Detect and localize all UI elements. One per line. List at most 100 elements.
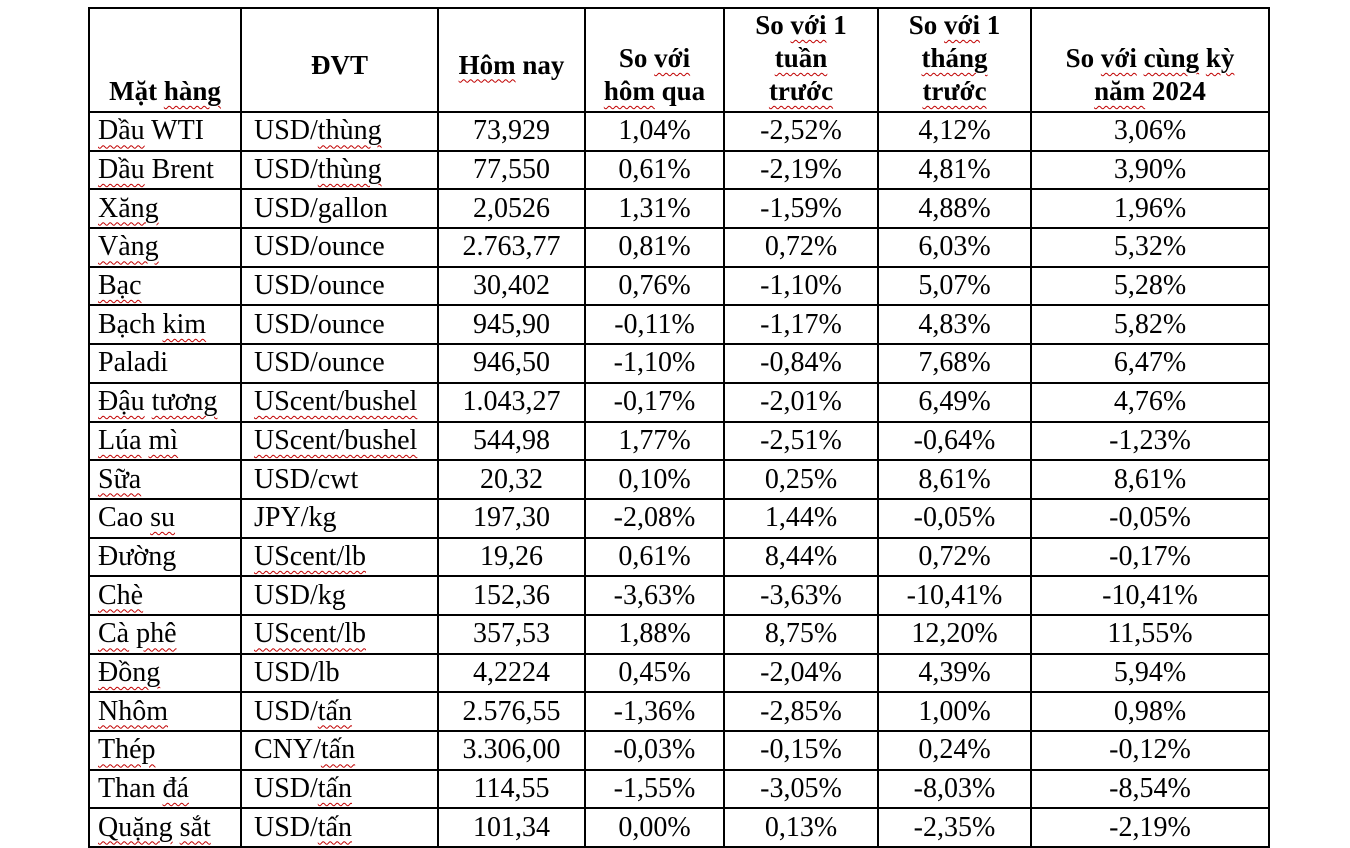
plain-text: USD/ bbox=[254, 695, 318, 727]
squiggle-text: với bbox=[790, 10, 827, 40]
squiggle-text: tấn bbox=[317, 811, 353, 843]
plain-text: 1 bbox=[979, 10, 1001, 40]
cell-vs-week-ago: 1,44% bbox=[723, 497, 879, 539]
plain-text: Đường bbox=[98, 540, 177, 572]
squiggle-text: cùng bbox=[1143, 43, 1200, 73]
squiggle-text: hôm bbox=[603, 76, 655, 106]
cell-today: 101,34 bbox=[437, 807, 586, 848]
cell-vs-month-ago: 5,07% bbox=[877, 265, 1032, 307]
cell-vs-yesterday: -0,17% bbox=[584, 381, 725, 423]
cell-vs-week-ago: -2,19% bbox=[723, 149, 879, 191]
cell-commodity-name: Vàng bbox=[88, 227, 242, 268]
cell-vs-month-ago: -0,64% bbox=[877, 420, 1032, 462]
table-row: Dầu WTI USD/thùng 73,929 1,04% -2,52% 4,12% 3,… bbox=[88, 111, 1270, 152]
cell-commodity-name: Paladi bbox=[88, 343, 242, 384]
table-row: Paladi USD/ounce 946,50 -1,10% -0,84% 7,68% 6,… bbox=[88, 343, 1270, 384]
cell-commodity-name: Dầu WTI bbox=[88, 111, 242, 152]
plain-text: nay bbox=[515, 49, 565, 80]
cell-unit: USD/kg bbox=[240, 575, 439, 616]
squiggle-text: tấn bbox=[317, 695, 353, 727]
cell-vs-month-ago: 4,83% bbox=[877, 304, 1032, 346]
column-header-so-voi-1-thang-truoc: So với 1 tháng trước bbox=[877, 7, 1032, 113]
cell-commodity-name: Sữa bbox=[88, 459, 242, 500]
column-header-so-voi-1-tuan-truoc: So với 1 tuần trước bbox=[723, 7, 879, 113]
cell-commodity-name: Đường bbox=[88, 536, 242, 578]
column-header-dvt: ĐVT bbox=[240, 7, 439, 113]
table-row: Than đá USD/tấn 114,55 -1,55% -3,05% -8,03% -8… bbox=[88, 768, 1270, 810]
squiggle-text: mì bbox=[148, 424, 179, 456]
cell-today: 73,929 bbox=[437, 111, 586, 152]
squiggle-text: đá bbox=[162, 773, 189, 805]
cell-unit: USD/ounce bbox=[240, 343, 439, 384]
cell-vs-month-ago: -10,41% bbox=[877, 575, 1032, 616]
plain-text: So bbox=[755, 10, 791, 40]
cell-unit: USD/thùng bbox=[240, 111, 439, 152]
cell-commodity-name: Nhôm bbox=[88, 691, 242, 732]
cell-today: 357,53 bbox=[437, 613, 586, 655]
cell-today: 1.043,27 bbox=[437, 381, 586, 423]
cell-vs-week-ago: -3,05% bbox=[723, 768, 879, 810]
cell-vs-yesterday: 1,88% bbox=[584, 613, 725, 655]
cell-today: 2.576,55 bbox=[437, 691, 586, 732]
plain-text: Than bbox=[98, 773, 163, 805]
cell-vs-2024: 3,06% bbox=[1030, 111, 1270, 152]
cell-vs-week-ago: 0,25% bbox=[723, 459, 879, 500]
cell-commodity-name: Cao su bbox=[88, 497, 242, 539]
cell-unit: USD/tấn bbox=[240, 807, 439, 848]
cell-today: 4,2224 bbox=[437, 652, 586, 694]
squiggle-text: UScent/lb bbox=[254, 540, 366, 572]
cell-today: 946,50 bbox=[437, 343, 586, 384]
cell-vs-month-ago: 7,68% bbox=[877, 343, 1032, 384]
cell-unit: USD/gallon bbox=[240, 188, 439, 230]
table-row: Bạc USD/ounce 30,402 0,76% -1,10% 5,07% 5,28% bbox=[88, 265, 1270, 307]
plain-text: Cao bbox=[98, 502, 151, 534]
cell-vs-week-ago: 0,72% bbox=[723, 227, 879, 268]
table-row: Cà phê UScent/lb 357,53 1,88% 8,75% 12,20% 11,… bbox=[88, 613, 1270, 655]
table-row: Đồng USD/lb 4,2224 0,45% -2,04% 4,39% 5,94% bbox=[88, 652, 1270, 694]
cell-vs-2024: 5,28% bbox=[1030, 265, 1270, 307]
cell-vs-yesterday: -2,08% bbox=[584, 497, 725, 539]
squiggle-text: UScent/bushel bbox=[254, 386, 418, 418]
table-row: Lúa mì UScent/bushel 544,98 1,77% -2,51% -0,6… bbox=[88, 420, 1270, 462]
cell-today: 3.306,00 bbox=[437, 730, 586, 771]
cell-vs-month-ago: 1,00% bbox=[877, 691, 1032, 732]
cell-unit: UScent/bushel bbox=[240, 420, 439, 462]
cell-vs-month-ago: -2,35% bbox=[877, 807, 1032, 848]
squiggle-text: Cà bbox=[98, 618, 130, 650]
squiggle-text: với bbox=[1100, 43, 1137, 73]
cell-vs-yesterday: 0,00% bbox=[584, 807, 725, 848]
cell-vs-2024: 1,96% bbox=[1030, 188, 1270, 230]
cell-vs-month-ago: 0,72% bbox=[877, 536, 1032, 578]
column-header-so-voi-cung-ky-nam-2024: So với cùng kỳ năm 2024 bbox=[1030, 7, 1270, 113]
table-row: Bạch kim USD/ounce 945,90 -0,11% -1,17% 4,83%… bbox=[88, 304, 1270, 346]
squiggle-text: với bbox=[654, 43, 691, 73]
cell-vs-month-ago: 0,24% bbox=[877, 730, 1032, 771]
table-row: Nhôm USD/tấn 2.576,55 -1,36% -2,85% 1,00% 0,98… bbox=[88, 691, 1270, 732]
cell-commodity-name: Dầu Brent bbox=[88, 149, 242, 191]
squiggle-text: phê bbox=[136, 618, 177, 650]
cell-vs-week-ago: 8,44% bbox=[723, 536, 879, 578]
cell-commodity-name: Thép bbox=[88, 730, 242, 771]
cell-vs-month-ago: 4,81% bbox=[877, 149, 1032, 191]
cell-commodity-name: Chè bbox=[88, 575, 242, 616]
plain-text: USD/ bbox=[254, 154, 318, 186]
squiggle-text: Đậu bbox=[98, 386, 145, 418]
cell-commodity-name: Than đá bbox=[88, 768, 242, 810]
cell-vs-2024: 3,90% bbox=[1030, 149, 1270, 191]
plain-text: qua bbox=[654, 76, 706, 106]
table-row: Dầu Brent USD/thùng 77,550 0,61% -2,19% 4,81%… bbox=[88, 149, 1270, 191]
squiggle-text: tương bbox=[151, 386, 218, 418]
cell-today: 544,98 bbox=[437, 420, 586, 462]
plain-text: USD/lb bbox=[254, 656, 340, 688]
cell-vs-yesterday: 0,61% bbox=[584, 149, 725, 191]
cell-vs-month-ago: 4,39% bbox=[877, 652, 1032, 694]
cell-today: 2,0526 bbox=[437, 188, 586, 230]
cell-vs-month-ago: 12,20% bbox=[877, 613, 1032, 655]
cell-vs-2024: -2,19% bbox=[1030, 807, 1270, 848]
cell-vs-yesterday: -1,36% bbox=[584, 691, 725, 732]
table-body: Dầu WTI USD/thùng 73,929 1,04% -2,52% 4,12% 3,… bbox=[88, 111, 1270, 848]
squiggle-text: hàng bbox=[163, 76, 221, 106]
cell-today: 19,26 bbox=[437, 536, 586, 578]
cell-unit: USD/lb bbox=[240, 652, 439, 694]
